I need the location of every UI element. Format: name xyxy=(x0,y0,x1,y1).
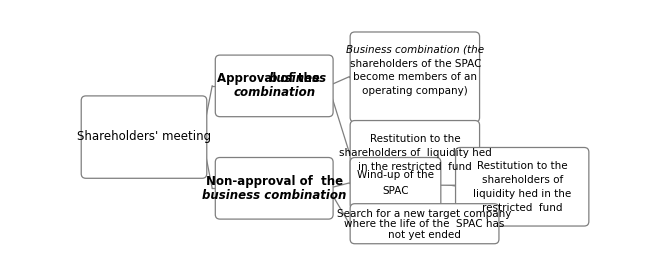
Text: become members of an: become members of an xyxy=(353,72,478,82)
Text: SPAC: SPAC xyxy=(382,186,409,196)
Text: shareholders of  liquidity hed: shareholders of liquidity hed xyxy=(339,148,491,158)
FancyBboxPatch shape xyxy=(81,96,207,178)
Text: Restitution to the: Restitution to the xyxy=(477,161,567,171)
FancyBboxPatch shape xyxy=(215,55,333,117)
Text: Business combination (the: Business combination (the xyxy=(346,45,484,55)
FancyBboxPatch shape xyxy=(455,147,589,226)
Text: Shareholders' meeting: Shareholders' meeting xyxy=(77,130,211,143)
FancyBboxPatch shape xyxy=(350,204,499,244)
Text: shareholders of the SPAC: shareholders of the SPAC xyxy=(350,59,481,69)
FancyBboxPatch shape xyxy=(350,32,480,122)
Text: Search for a new target company: Search for a new target company xyxy=(337,209,512,219)
Text: combination: combination xyxy=(233,86,316,99)
Text: in the restricted  fund: in the restricted fund xyxy=(358,162,472,172)
FancyBboxPatch shape xyxy=(350,158,441,209)
Text: where the life of the  SPAC has: where the life of the SPAC has xyxy=(344,219,504,230)
Text: Restitution to the: Restitution to the xyxy=(370,134,461,144)
Text: restricted  fund: restricted fund xyxy=(482,203,562,213)
Text: operating company): operating company) xyxy=(362,86,468,96)
Text: liquidity hed in the: liquidity hed in the xyxy=(473,189,571,199)
Text: business combination: business combination xyxy=(202,189,346,202)
Text: Non-approval of  the: Non-approval of the xyxy=(205,175,343,188)
FancyBboxPatch shape xyxy=(215,158,333,219)
Text: Approval of the: Approval of the xyxy=(217,72,328,85)
Text: not yet ended: not yet ended xyxy=(388,230,461,240)
Text: Wind-up of the: Wind-up of the xyxy=(358,170,434,180)
Text: business: business xyxy=(268,72,327,85)
Text: shareholders of: shareholders of xyxy=(482,175,563,185)
FancyBboxPatch shape xyxy=(350,121,480,185)
